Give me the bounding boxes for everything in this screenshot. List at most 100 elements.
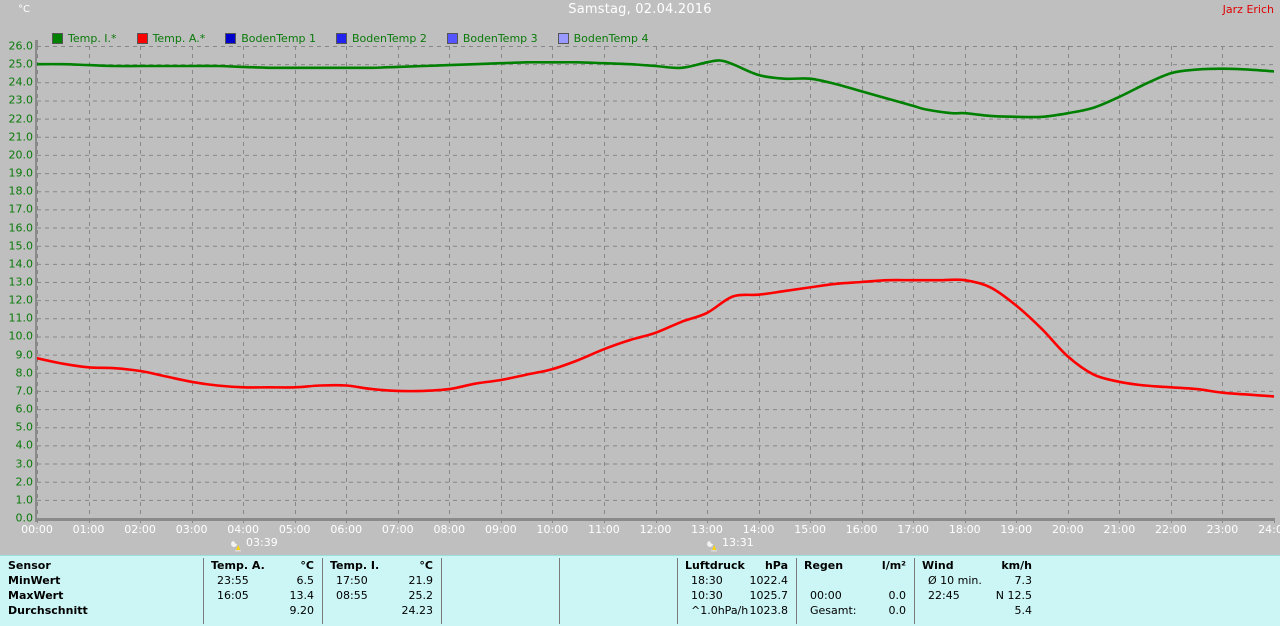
x-tick-mark — [1119, 519, 1121, 523]
x-tick-label: 11:00 — [588, 523, 620, 536]
x-tick-mark — [88, 519, 90, 523]
table-column-divider — [677, 558, 678, 624]
x-tick-label: 09:00 — [485, 523, 517, 536]
y-tick-label: 3.0 — [15, 457, 34, 471]
y-tick-label: 10.0 — [8, 329, 34, 343]
table-column-divider — [203, 558, 204, 624]
x-tick-label: 19:00 — [1000, 523, 1033, 536]
y-tick-label: 9.0 — [15, 348, 34, 362]
x-tick-mark — [552, 519, 554, 523]
x-tick-mark — [397, 519, 399, 523]
table-row-label: Sensor — [8, 559, 51, 572]
y-tick-label: 1.0 — [15, 493, 34, 507]
table-cell-time: 17:50 — [336, 574, 368, 587]
x-tick-mark — [758, 519, 760, 523]
x-tick-label: 02:00 — [124, 523, 156, 536]
table-cell-time: 16:05 — [217, 589, 249, 602]
x-tick-mark — [810, 519, 812, 523]
x-tick-label: 20:00 — [1051, 523, 1084, 536]
chart-plot-area — [37, 46, 1274, 518]
table-column-divider — [914, 558, 915, 624]
y-tick-label: 11.0 — [8, 311, 34, 325]
x-tick-label: 01:00 — [72, 523, 105, 536]
chart-legend: Temp. I.* Temp. A.* BodenTemp 1 BodenTemp 2… — [52, 31, 668, 45]
table-unit-regen: l/m² — [881, 559, 906, 572]
x-tick-mark — [37, 519, 38, 523]
table-unit-temp-i: °C — [419, 559, 433, 572]
y-tick-label: 17.0 — [8, 202, 34, 216]
x-tick-mark — [655, 519, 657, 523]
x-tick-mark — [1067, 519, 1069, 523]
table-cell-value: 25.2 — [408, 589, 434, 602]
x-tick-label: 08:00 — [433, 523, 466, 536]
x-tick-label: 10:00 — [536, 523, 569, 536]
legend-label: BodenTemp 4 — [573, 31, 649, 45]
legend-item-1[interactable]: Temp. A.* — [136, 31, 206, 45]
legend-item-0[interactable]: Temp. I.* — [52, 32, 117, 45]
table-cell-time: 08:55 — [336, 589, 368, 602]
legend-label: BodenTemp 1 — [241, 31, 317, 45]
y-tick-label: 25.0 — [8, 57, 34, 71]
table-header-regen: Regen — [804, 559, 844, 572]
legend-item-3[interactable]: BodenTemp 2 — [336, 32, 427, 45]
y-axis-unit-label: °C — [18, 4, 30, 15]
y-tick-label: 24.0 — [8, 75, 34, 89]
x-tick-mark — [913, 519, 915, 523]
x-tick-label: 23:00 — [1206, 523, 1239, 536]
legend-swatch-icon — [136, 32, 148, 44]
table-cell-time: 10:30 — [691, 589, 723, 602]
y-tick-label: 4.0 — [15, 438, 34, 452]
table-cell-time: 23:55 — [217, 574, 249, 587]
x-tick-label: 07:00 — [381, 523, 414, 536]
y-tick-label: 23.0 — [8, 93, 34, 107]
x-tick-label: 03:00 — [175, 523, 208, 536]
y-tick-label: 20.0 — [8, 148, 34, 162]
y-tick-label: 16.0 — [8, 221, 34, 235]
x-tick-mark — [964, 519, 966, 523]
table-column-divider — [796, 558, 797, 624]
x-tick-label: 06:00 — [330, 523, 363, 536]
table-header-temp-a: Temp. A. — [211, 559, 265, 572]
x-tick-mark — [707, 519, 709, 523]
x-tick-label: 15:00 — [794, 523, 826, 536]
table-cell-value: 13.4 — [289, 589, 315, 602]
table-cell-time: 18:30 — [691, 574, 723, 587]
x-tick-mark — [294, 519, 296, 523]
legend-item-2[interactable]: BodenTemp 1 — [225, 32, 316, 45]
x-tick-mark — [449, 519, 451, 523]
table-cell-value: 1022.4 — [749, 574, 789, 587]
marker-time-label: 13:31 — [722, 535, 754, 549]
legend-item-4[interactable]: BodenTemp 3 — [446, 32, 538, 45]
y-tick-label: 19.0 — [8, 166, 34, 180]
x-tick-mark — [861, 519, 863, 523]
legend-swatch-icon — [557, 32, 569, 44]
marker-time-label: 03:39 — [246, 535, 278, 549]
table-cell-time: ^1.0hPa/h — [691, 604, 749, 617]
y-tick-label: 8.0 — [15, 366, 34, 380]
table-cell-time: 00:00 — [810, 589, 842, 602]
x-tick-label: 04:00 — [227, 523, 260, 536]
table-cell-value: 5.4 — [1014, 604, 1033, 617]
legend-label: Temp. A.* — [152, 31, 206, 45]
owner-label: Jarz Erich — [1222, 3, 1274, 16]
y-tick-label: 14.0 — [8, 257, 34, 271]
x-tick-label: 24:00 — [1258, 523, 1280, 536]
y-tick-label: 22.0 — [8, 112, 34, 126]
page-title: Samstag, 02.04.2016 — [568, 2, 712, 17]
table-unit-wind: km/h — [1001, 559, 1032, 572]
x-tick-label: 17:00 — [897, 523, 930, 536]
legend-swatch-icon — [336, 32, 348, 44]
x-axis-labels: 00:00 01:00 02:00 03:00 04:00 05:00 06:00 07:00… — [0, 524, 1280, 538]
y-tick-label: 7.0 — [15, 384, 34, 398]
y-tick-label: 26.0 — [8, 39, 34, 53]
legend-label: BodenTemp 2 — [352, 31, 427, 45]
table-header-temp-i: Temp. I. — [330, 559, 380, 572]
table-column-divider — [441, 558, 442, 624]
table-cell-value: 6.5 — [296, 574, 315, 587]
x-tick-mark — [346, 519, 348, 523]
table-cell-time: 22:45 — [928, 589, 960, 602]
series-line-temp-a- — [37, 278, 1274, 398]
legend-item-5[interactable]: BodenTemp 4 — [557, 31, 649, 45]
x-tick-mark — [1016, 519, 1018, 523]
